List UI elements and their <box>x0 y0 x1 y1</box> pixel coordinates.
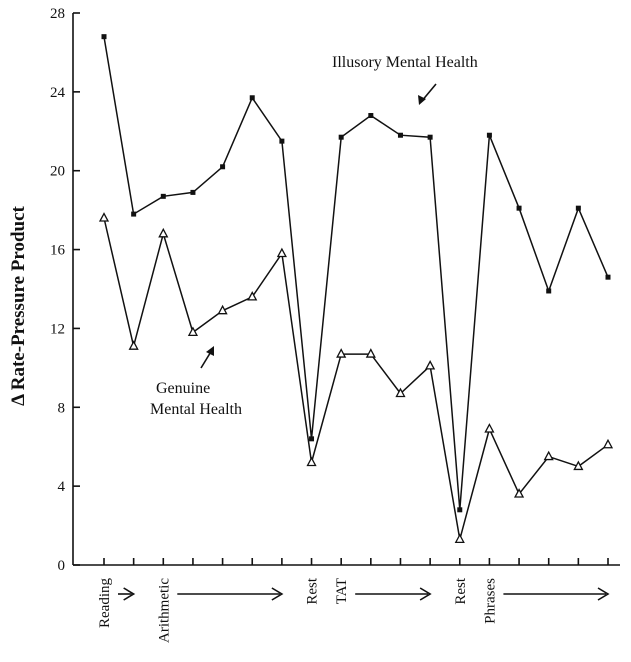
data-point <box>605 274 611 280</box>
y-tick-label: 24 <box>50 85 66 101</box>
data-point <box>575 205 581 211</box>
axes <box>72 13 620 566</box>
x-category: Phrases <box>482 578 610 624</box>
data-point <box>573 460 584 471</box>
x-category: Rest <box>305 577 321 605</box>
data-point <box>309 436 315 442</box>
x-category-label: Arithmetic <box>156 578 172 643</box>
x-category-arrowhead <box>419 587 432 601</box>
data-point <box>427 134 433 140</box>
x-category-label: Rest <box>305 577 321 605</box>
data-point <box>397 132 403 138</box>
data-point <box>454 533 465 544</box>
data-point <box>249 95 255 101</box>
x-category-label: Rest <box>453 577 469 605</box>
data-point <box>457 507 463 513</box>
y-tick-label: 16 <box>50 243 66 259</box>
y-ticks: 0 4 8 12 16 20 24 28 <box>50 6 80 574</box>
y-tick-label: 4 <box>58 479 66 495</box>
y-tick-label: 28 <box>50 6 65 22</box>
genuine-arrowhead <box>206 346 214 356</box>
series-layer <box>98 34 614 544</box>
x-category-label: TAT <box>334 578 350 604</box>
data-point <box>338 134 344 140</box>
x-category-arrowhead <box>597 587 610 601</box>
data-point <box>247 291 258 301</box>
data-point <box>98 212 110 222</box>
data-point <box>516 205 522 211</box>
data-point <box>187 326 199 337</box>
y-tick-label: 12 <box>50 321 65 337</box>
data-point <box>395 387 406 398</box>
x-category-label: Phrases <box>482 578 498 624</box>
x-category: Reading <box>97 578 136 628</box>
illusory-arrowhead <box>418 95 426 105</box>
data-point <box>158 227 169 238</box>
x-category: Rest <box>453 577 469 605</box>
y-tick-label: 0 <box>58 558 66 574</box>
data-point <box>160 193 166 199</box>
x-category: Arithmetic <box>156 578 284 643</box>
data-point <box>543 450 554 461</box>
genuine-annotation-line2: Mental Health <box>150 401 242 418</box>
illusory-annotation: Illusory Mental Health <box>332 54 478 71</box>
data-point <box>279 138 285 144</box>
x-category-arrowhead <box>123 587 136 601</box>
data-point <box>513 488 525 498</box>
data-point <box>190 189 196 195</box>
genuine-annotation-line1: Genuine <box>156 380 210 397</box>
y-tick-label: 20 <box>50 164 65 180</box>
data-point <box>484 423 495 433</box>
data-point <box>336 348 347 358</box>
data-point <box>602 438 614 449</box>
data-point <box>306 456 317 467</box>
data-point <box>546 288 552 294</box>
data-point <box>101 34 107 40</box>
data-point <box>276 247 287 258</box>
data-point <box>220 164 226 170</box>
series-genuine <box>98 212 614 544</box>
y-axis-label: Δ Rate-Pressure Product <box>8 205 29 405</box>
series-line <box>103 36 609 510</box>
annotations: Illusory Mental Health Genuine Mental He… <box>150 54 478 418</box>
series-line <box>103 217 609 540</box>
y-tick-label: 8 <box>58 400 66 416</box>
x-category-label: Reading <box>97 578 113 628</box>
data-point <box>365 348 376 358</box>
data-point <box>425 360 436 370</box>
series-illusory <box>101 34 611 513</box>
data-point <box>128 340 139 350</box>
data-point <box>131 211 137 217</box>
x-category: TAT <box>334 578 432 604</box>
x-category-arrowhead <box>271 587 284 601</box>
x-categories: Reading Arithmetic Rest TAT Rest Phrases <box>97 577 610 643</box>
data-point <box>217 304 228 315</box>
data-point <box>486 132 492 138</box>
data-point <box>368 113 374 119</box>
